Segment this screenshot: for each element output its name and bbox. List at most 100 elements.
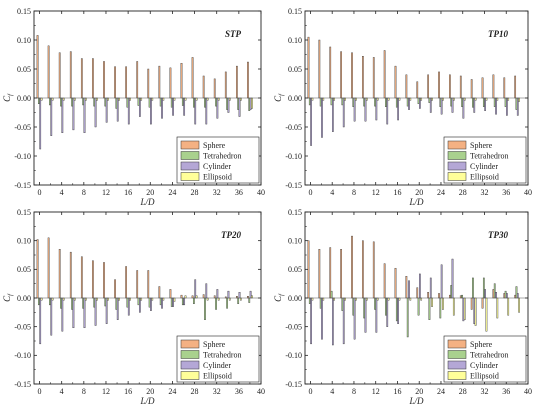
y-tick-label: -0.05: [285, 123, 302, 132]
x-tick-label: 16: [124, 188, 132, 197]
x-tick-label: 24: [437, 188, 445, 197]
bar-cylinder-0: [39, 97, 42, 150]
bar-cylinder-18: [138, 97, 141, 117]
legend-swatch-cylinder: [180, 360, 200, 370]
y-tick-label: 0.15: [288, 208, 302, 217]
bar-ellipsoid-34: [496, 297, 499, 319]
bar-cylinder-30: [205, 97, 208, 125]
bar-sphere-14: [383, 263, 386, 299]
bar-sphere-30: [470, 79, 473, 99]
legend-label-ellipsoid: Ellipsoid: [203, 173, 232, 182]
bar-sphere-4: [329, 247, 332, 299]
bar-ellipsoid-0: [40, 97, 43, 101]
bar-sphere-20: [147, 68, 150, 99]
bar-cylinder-0: [39, 297, 42, 345]
x-tick-label: 12: [102, 188, 110, 197]
x-tick-label: 0: [38, 188, 42, 197]
legend-label-sphere: Sphere: [470, 141, 493, 150]
y-tick-label: -0.10: [14, 152, 31, 161]
bar-sphere-18: [405, 276, 408, 299]
x-tick-label: 20: [146, 387, 154, 396]
chart-panel-1: 0 4 8 12 16 20 24 28 32 36 40 -0.15 -0.10 -0.05 0.00 0.…: [2, 7, 265, 207]
x-tick-label: 4: [60, 387, 64, 396]
bar-sphere-0: [307, 240, 310, 299]
bar-sphere-8: [80, 58, 83, 99]
y-tick-label: 0.10: [17, 236, 31, 245]
bar-ellipsoid-18: [140, 297, 143, 301]
bar-ellipsoid-22: [162, 97, 165, 101]
bar-tetrahedron-24: [439, 297, 442, 319]
bar-sphere-10: [362, 240, 364, 299]
bar-sphere-6: [69, 251, 72, 299]
bar-ellipsoid-10: [96, 97, 98, 101]
bar-ellipsoid-30: [474, 297, 477, 326]
legend-swatch-tetrahedron: [447, 350, 467, 359]
bar-sphere-2: [318, 249, 321, 299]
bar-ellipsoid-38: [251, 295, 253, 299]
legend-swatch-tetrahedron: [180, 151, 200, 160]
legend-label-sphere: Sphere: [203, 340, 226, 349]
bar-ellipsoid-22: [162, 297, 165, 301]
bar-sphere-20: [416, 81, 419, 99]
bar-cylinder-6: [342, 97, 345, 128]
bar-cylinder-32: [216, 97, 219, 119]
x-tick-label: 4: [60, 188, 64, 197]
y-tick-label: 0.10: [17, 36, 31, 45]
bar-ellipsoid-8: [84, 97, 87, 101]
x-tick-label: 32: [213, 387, 221, 396]
x-tick-label: 40: [257, 387, 265, 396]
bar-cylinder-14: [116, 97, 119, 122]
bar-cylinder-4: [61, 97, 64, 133]
x-tick-label: 40: [524, 188, 532, 197]
bar-sphere-38: [514, 75, 517, 99]
x-tick-label: 12: [372, 387, 380, 396]
bar-sphere-20: [147, 270, 150, 299]
bar-sphere-32: [481, 77, 484, 99]
bar-ellipsoid-36: [239, 297, 242, 301]
x-tick-label: 28: [191, 188, 199, 197]
legend-label-tetrahedron: Tetrahedron: [203, 152, 242, 161]
bar-sphere-18: [136, 61, 139, 99]
bar-sphere-20: [416, 287, 419, 299]
bar-cylinder-8: [353, 97, 356, 122]
bar-cylinder-32: [216, 289, 219, 299]
bar-sphere-32: [213, 295, 216, 299]
bar-cylinder-22: [161, 97, 163, 119]
bar-ellipsoid-4: [333, 97, 336, 101]
x-tick-label: 16: [393, 387, 401, 396]
bar-ellipsoid-10: [365, 97, 368, 101]
bar-cylinder-0: [310, 97, 312, 146]
panel-title: TP10: [488, 29, 508, 39]
bar-cylinder-32: [484, 289, 486, 299]
bar-ellipsoid-22: [431, 97, 433, 101]
legend-swatch-sphere: [180, 140, 200, 150]
bar-cylinder-0: [310, 297, 312, 345]
bar-ellipsoid-18: [409, 297, 412, 301]
bar-ellipsoid-16: [129, 97, 131, 101]
bar-cylinder-20: [419, 273, 421, 299]
bar-ellipsoid-6: [344, 97, 346, 101]
bar-ellipsoid-38: [518, 297, 520, 313]
bar-cylinder-14: [386, 297, 389, 327]
bar-sphere-8: [80, 256, 83, 299]
panel-title: TP30: [488, 230, 508, 240]
bar-tetrahedron-28: [461, 294, 463, 299]
bar-ellipsoid-36: [507, 297, 510, 316]
bar-cylinder-8: [83, 297, 86, 329]
x-axis-label: L/D: [139, 197, 155, 207]
legend-label-tetrahedron: Tetrahedron: [470, 351, 509, 360]
bar-sphere-16: [125, 66, 127, 99]
bar-sphere-10: [92, 58, 94, 99]
x-axis-label: L/D: [408, 396, 424, 406]
y-tick-label: -0.10: [14, 351, 31, 360]
bar-ellipsoid-20: [151, 297, 154, 301]
y-tick-label: -0.15: [14, 181, 31, 190]
x-tick-label: 36: [502, 188, 510, 197]
bar-cylinder-16: [397, 97, 399, 121]
x-tick-label: 40: [524, 387, 532, 396]
bar-ellipsoid-12: [376, 297, 379, 301]
x-tick-label: 16: [393, 188, 401, 197]
bar-cylinder-18: [408, 280, 410, 299]
bar-ellipsoid-8: [355, 297, 357, 301]
